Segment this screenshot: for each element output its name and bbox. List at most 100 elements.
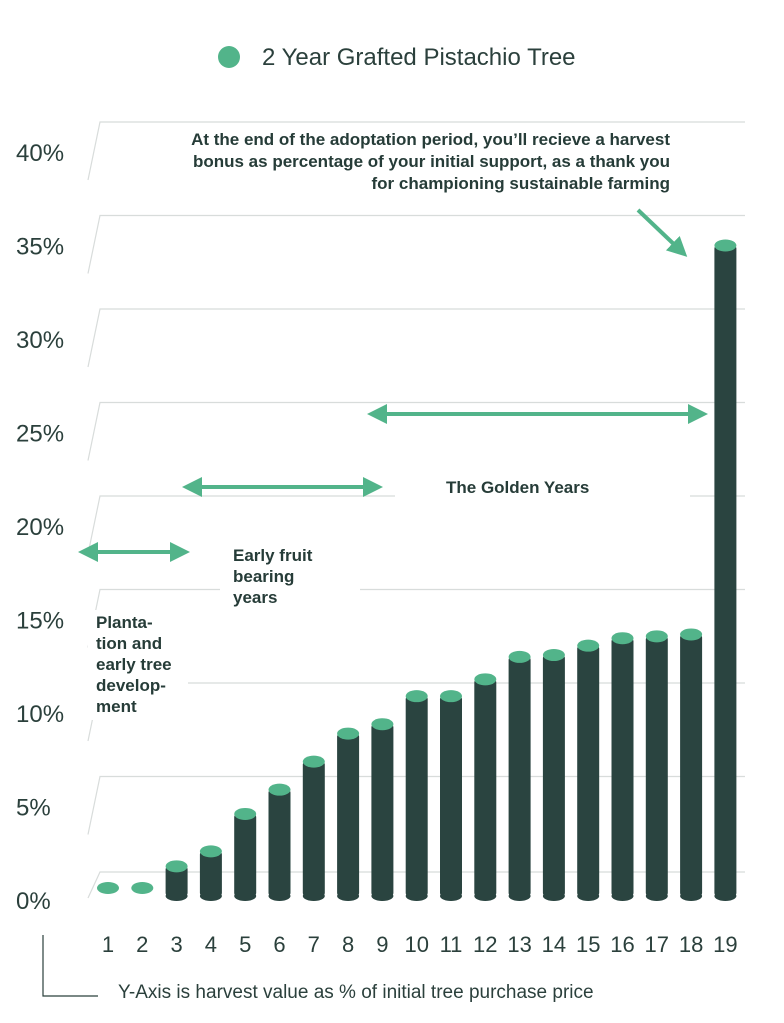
bar-cap (680, 628, 703, 641)
bar-base (337, 891, 360, 901)
bar-cap (577, 639, 600, 652)
x-tick-label: 3 (170, 932, 182, 957)
bonus-annotation-line: At the end of the adoptation period, you… (191, 130, 670, 149)
legend: 2 Year Grafted Pistachio Tree (218, 44, 576, 71)
phase2-label-line: bearing (233, 567, 294, 586)
phase1-bg (88, 610, 188, 720)
x-tick-label: 18 (679, 932, 703, 957)
bar-base (405, 891, 428, 901)
x-tick-label: 9 (376, 932, 388, 957)
x-tick-label: 13 (507, 932, 531, 957)
bar (405, 696, 428, 896)
axis-note-text: Y-Axis is harvest value as % of initial … (118, 982, 594, 1003)
y-tick-label: 35% (16, 234, 64, 261)
phase3-label-line: The Golden Years (446, 478, 589, 497)
bar (268, 789, 291, 896)
bar (508, 656, 531, 896)
bar (165, 866, 188, 896)
bar-cap (474, 673, 497, 686)
gridline (87, 121, 745, 181)
y-tick-label: 5% (16, 795, 51, 822)
bar (577, 645, 600, 896)
bar-cap (440, 690, 462, 703)
phase2-bg (220, 540, 360, 615)
x-axis: 1 2 3 4 5 6 7 8 9 10 11 12 13 14 15 16 17 18 19 (102, 932, 738, 957)
bar-cap (645, 630, 668, 643)
bar-cap (508, 650, 531, 663)
gridline (87, 308, 745, 368)
bar-base (234, 891, 257, 901)
bar-cap (302, 755, 325, 768)
bar-base (165, 891, 188, 901)
bar-base (611, 891, 634, 901)
gridline (87, 401, 745, 461)
bonus-annotation-line: bonus as percentage of your initial supp… (193, 152, 670, 171)
bar (474, 679, 497, 896)
bar (714, 245, 737, 896)
bar-cap (371, 718, 394, 731)
bar-cap (405, 690, 428, 703)
x-tick-label: 8 (342, 932, 354, 957)
y-tick-label: 30% (16, 327, 64, 354)
phase1-label-line: tion and (96, 634, 162, 653)
bar (542, 655, 565, 896)
x-tick-label: 14 (542, 932, 566, 957)
bar (645, 636, 668, 896)
x-tick-label: 11 (440, 932, 463, 957)
x-tick-label: 7 (308, 932, 320, 957)
bar-base (474, 891, 497, 901)
bar (440, 696, 462, 896)
bar (371, 724, 394, 896)
legend-swatch (218, 46, 240, 68)
x-tick-label: 5 (239, 932, 251, 957)
annotations: At the end of the adoptation period, you… (78, 123, 708, 720)
x-tick-label: 4 (205, 932, 217, 957)
phase1-label-line: develop- (96, 676, 166, 695)
y-tick-label: 15% (16, 608, 64, 635)
bonus-bg (130, 123, 680, 195)
x-tick-label: 2 (136, 932, 148, 957)
bar (337, 733, 360, 896)
x-tick-label: 17 (645, 932, 669, 957)
x-tick-label: 15 (576, 932, 600, 957)
bar-base (577, 891, 600, 901)
phase3-bg (395, 470, 690, 500)
bar-cap (234, 807, 257, 820)
bar-cap (165, 860, 188, 873)
bar-cap (97, 882, 119, 894)
bar-cap (131, 882, 154, 894)
bar-base (268, 891, 291, 901)
bars (97, 239, 737, 901)
bar-base (645, 891, 668, 901)
y-tick-label: 10% (16, 701, 64, 728)
phase1-label-line: Planta- (96, 613, 153, 632)
x-tick-label: 19 (713, 932, 737, 957)
x-tick-label: 6 (273, 932, 285, 957)
bar-cap (268, 783, 291, 796)
phase3-label: The Golden Years (446, 478, 589, 497)
gridline (87, 495, 745, 555)
phase1-label-line: ment (96, 697, 137, 716)
y-tick-label: 20% (16, 514, 64, 541)
bar-base (371, 891, 394, 901)
y-tick-label: 0% (16, 888, 51, 915)
x-tick-label: 1 (102, 932, 114, 957)
x-tick-label: 10 (404, 932, 428, 957)
bar-cap (337, 727, 360, 740)
phase2-label-line: years (233, 588, 277, 607)
bar-base (302, 891, 325, 901)
note-bracket (42, 935, 98, 997)
gridline (87, 214, 745, 274)
bar-base (542, 891, 565, 901)
bar-cap (542, 649, 565, 662)
phase1-label: Planta-tion and early tree develop-ment (96, 613, 172, 716)
bar (611, 638, 634, 896)
bar-base (714, 891, 737, 901)
bar-base (199, 891, 222, 901)
bonus-arrow (636, 208, 688, 257)
bonus-annotation-line: for championing sustainable farming (372, 174, 670, 193)
phase1-label-line: early tree (96, 655, 172, 674)
bonus-annotation: At the end of the adoptation period, you… (191, 130, 670, 193)
x-tick-label: 12 (473, 932, 497, 957)
